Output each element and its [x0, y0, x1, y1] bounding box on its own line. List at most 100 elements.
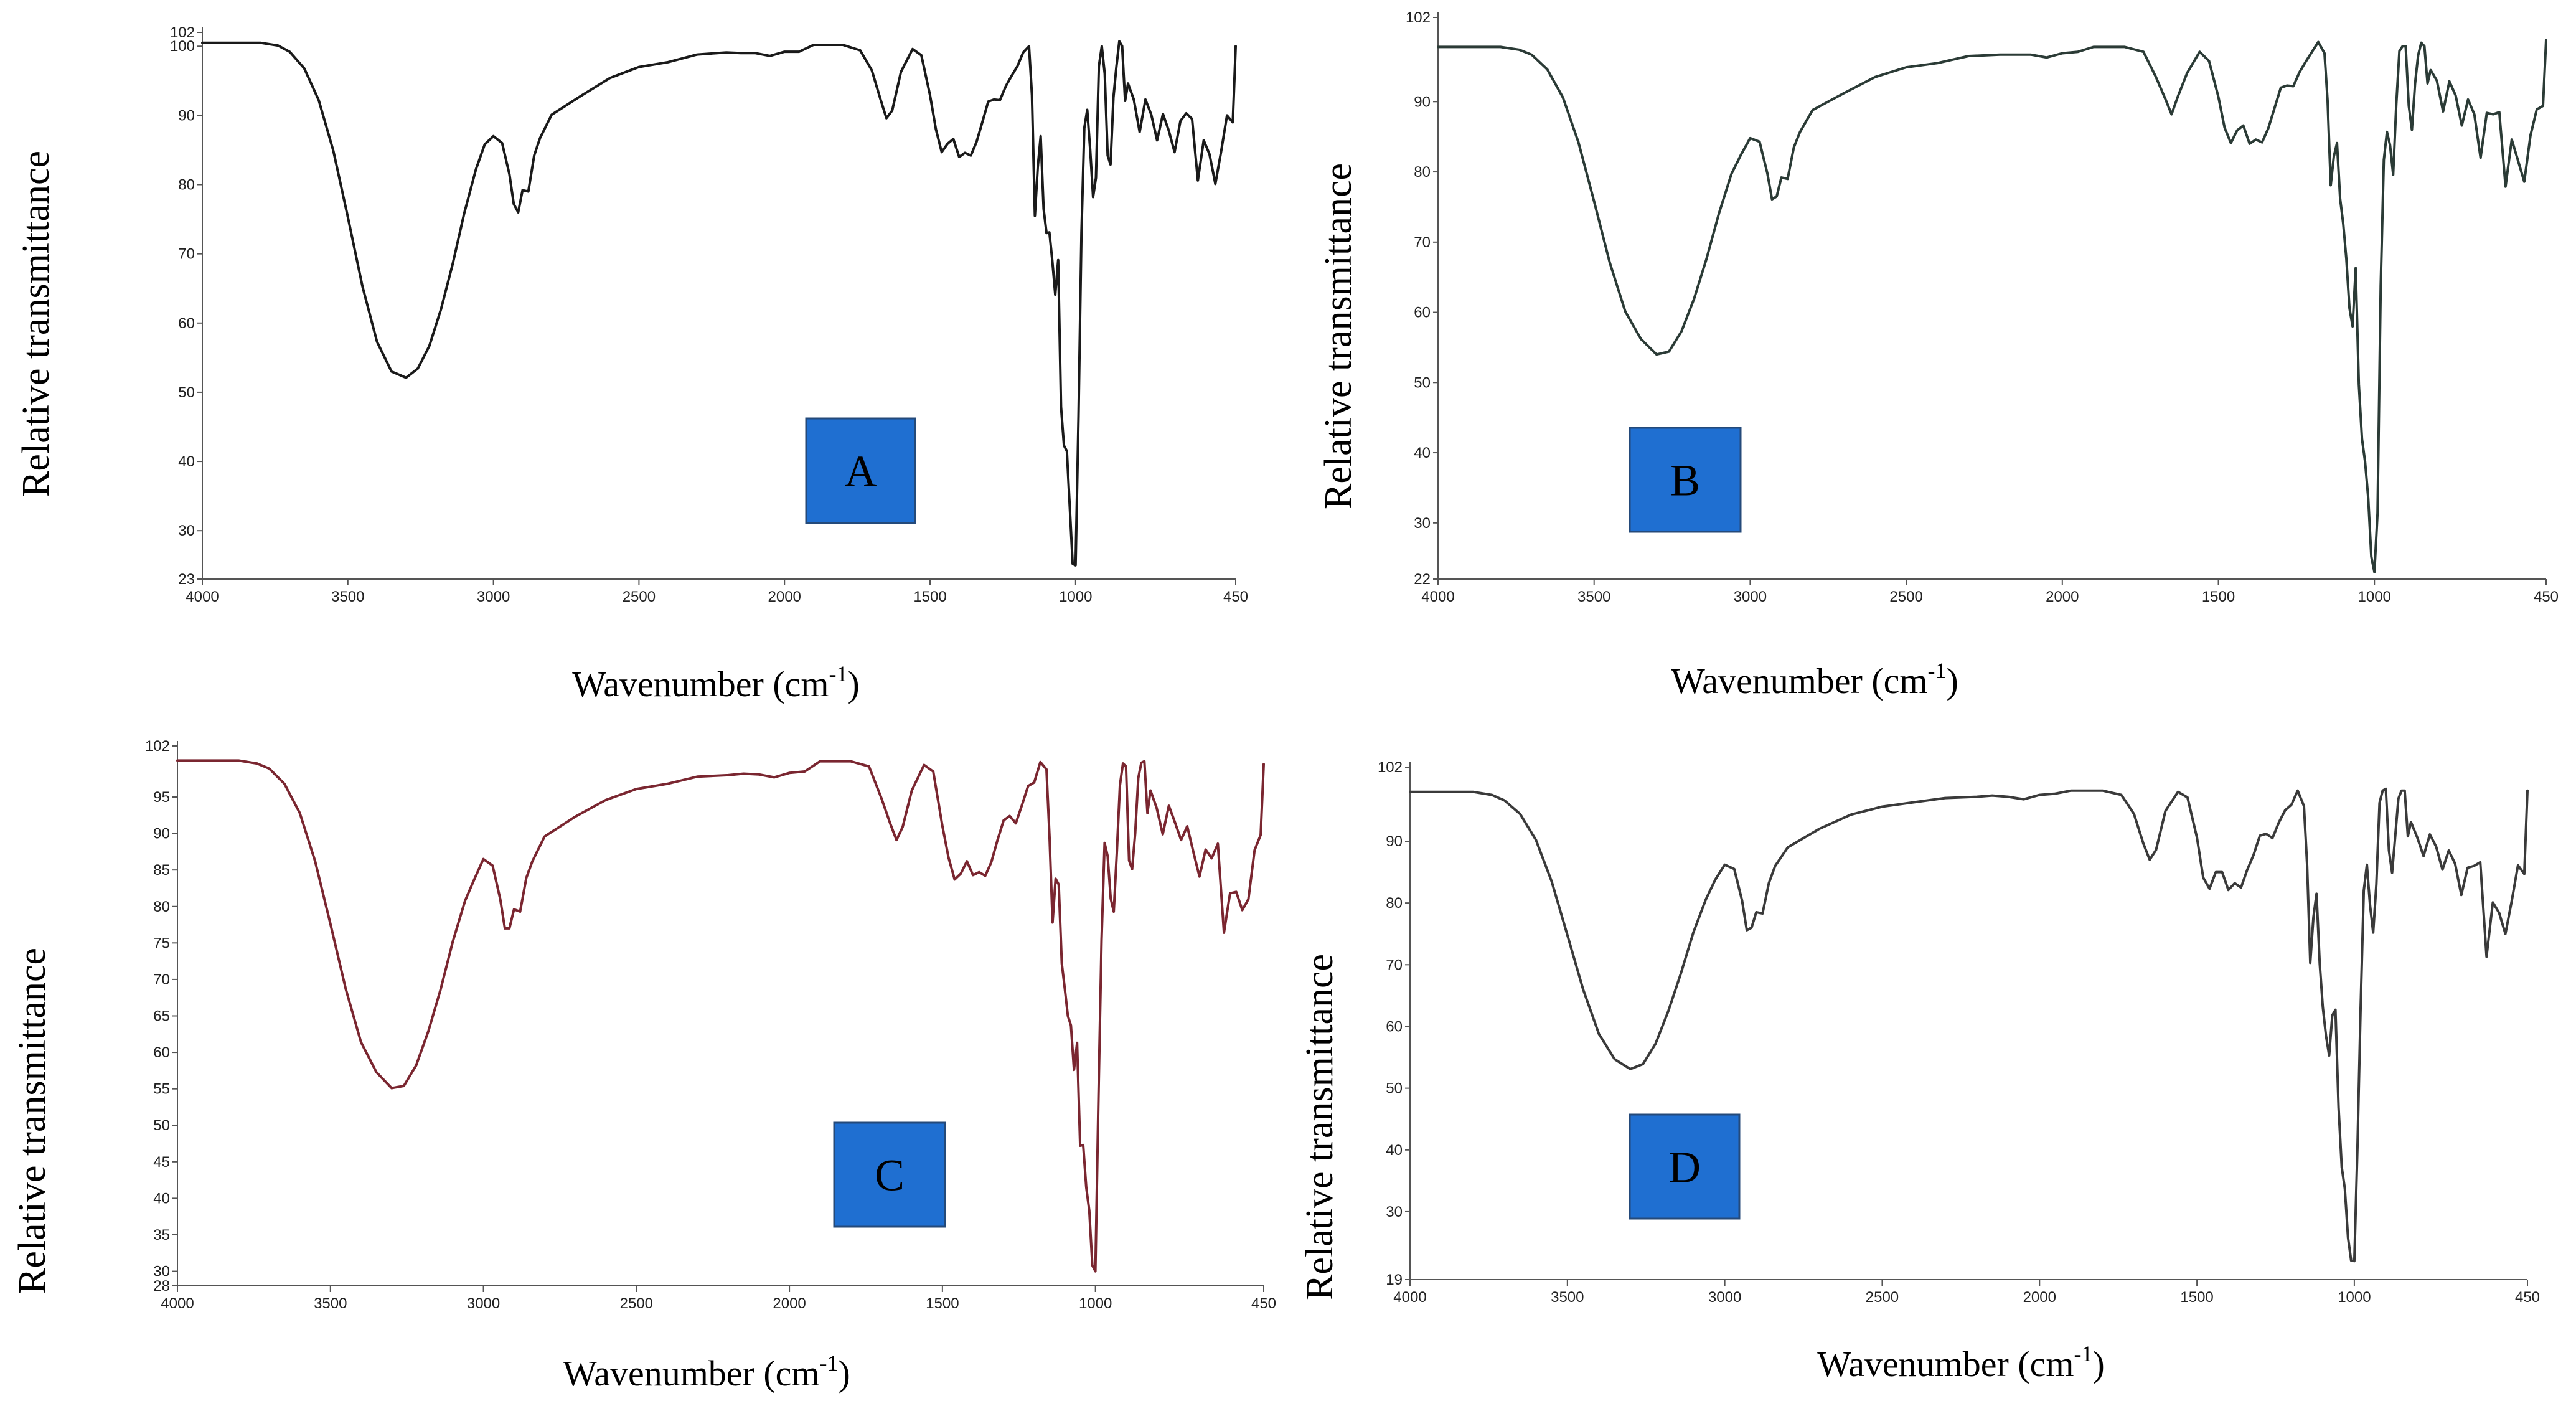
y-tick-label: 80	[153, 899, 170, 915]
y-tick-label: 30	[1414, 515, 1431, 532]
panel-label-box	[1629, 1113, 1741, 1220]
y-tick-label: 102	[170, 24, 195, 41]
x-tick-label: 1500	[2202, 588, 2235, 605]
panel-label-box	[1629, 427, 1742, 533]
y-tick-label: 90	[1386, 833, 1403, 850]
x-tick-label: 2500	[623, 588, 656, 605]
x-axis-label-close: )	[2093, 1344, 2105, 1384]
x-tick-label: 3000	[467, 1295, 500, 1312]
x-axis-label-close: )	[1947, 661, 1958, 701]
y-tick-label: 40	[1414, 445, 1431, 461]
x-tick-label: 450	[1223, 588, 1248, 605]
panel-b: 4000 3500 3000 2500 2000 1500 1000 450 22 30 40 50 6…	[1317, 9, 2559, 701]
x-tick-label: 2500	[620, 1295, 653, 1312]
y-tick-label: 80	[1386, 895, 1403, 912]
x-tick-label: 1500	[2180, 1289, 2213, 1306]
y-tick-label: 60	[1386, 1018, 1403, 1035]
y-tick-label: 40	[153, 1190, 170, 1207]
y-tick-label: 50	[178, 384, 195, 401]
y-tick-label: 90	[153, 826, 170, 842]
y-tick-label: 80	[1414, 164, 1431, 181]
x-tick-label: 4000	[186, 588, 219, 605]
panel-label: D	[1668, 1143, 1701, 1192]
y-tick-label: 50	[153, 1117, 170, 1134]
x-tick-label: 4000	[161, 1295, 194, 1312]
x-tick-label: 1000	[2338, 1289, 2371, 1306]
x-tick-label: 1500	[926, 1295, 959, 1312]
x-axis-label-sup: -1	[2074, 1341, 2093, 1366]
y-tick-label: 70	[178, 246, 195, 263]
y-tick-label: 65	[153, 1008, 170, 1025]
x-tick-label: 3500	[331, 588, 364, 605]
y-tick-label: 30	[153, 1263, 170, 1280]
panel-label: B	[1670, 456, 1700, 506]
y-tick-label: 102	[1406, 9, 1431, 26]
y-axis-label: Relative transmittance	[11, 948, 54, 1294]
y-axis-label: Relative transmittance	[1299, 954, 1341, 1300]
y-tick-label: 22	[1414, 571, 1431, 588]
y-tick-label: 50	[1414, 374, 1431, 391]
x-tick-label: 2500	[1889, 588, 1922, 605]
y-tick-label: 40	[178, 453, 195, 470]
y-axis-label: Relative transmittance	[1317, 163, 1360, 509]
x-axis-label-main: Wavenumber (cm	[563, 1353, 819, 1394]
x-axis-label: Wavenumber (cm-1)	[1671, 658, 1958, 701]
y-tick-label: 90	[178, 107, 195, 124]
x-axis-label-main: Wavenumber (cm	[572, 664, 829, 704]
y-axis-label: Relative transmittance	[15, 151, 57, 497]
x-tick-label: 2000	[773, 1295, 806, 1312]
x-tick-label: 4000	[1421, 588, 1454, 605]
x-tick-label: 2500	[1866, 1289, 1899, 1306]
x-axis-label: Wavenumber (cm-1)	[572, 661, 860, 704]
x-axis-label-sup: -1	[1928, 658, 1947, 683]
panel-a: 4000 3500 3000 2500 2000 1500 1000 450 23 30 40 50 6…	[15, 24, 1248, 704]
y-tick-label: 28	[153, 1278, 170, 1295]
y-tick-label: 90	[1414, 93, 1431, 110]
x-tick-label: 450	[1251, 1295, 1276, 1312]
y-tick-label: 50	[1386, 1080, 1403, 1097]
x-tick-label: 2000	[2046, 588, 2079, 605]
panel-label: C	[875, 1151, 905, 1201]
x-tick-label: 3500	[1551, 1289, 1584, 1306]
panel-label: A	[845, 446, 877, 496]
y-tick-label: 100	[170, 38, 195, 55]
x-axis-label-sup: -1	[829, 661, 848, 686]
x-axis-label: Wavenumber (cm-1)	[1817, 1341, 2105, 1384]
x-tick-label: 1000	[1079, 1295, 1112, 1312]
x-tick-label: 3500	[314, 1295, 347, 1312]
spectrum-line-d	[1409, 787, 2529, 1263]
y-tick-label: 60	[1414, 304, 1431, 321]
y-tick-label: 75	[153, 935, 170, 951]
x-tick-label: 1500	[913, 588, 946, 605]
y-tick-label: 102	[145, 738, 170, 755]
x-tick-label: 3500	[1577, 588, 1610, 605]
x-axis-label-close: )	[839, 1353, 850, 1394]
x-axis-label-close: )	[848, 664, 860, 704]
x-tick-label: 4000	[1393, 1289, 1426, 1306]
panel-d: 4000 3500 3000 2500 2000 1500 1000 450 19 30 40 50 6…	[1299, 759, 2540, 1384]
x-axis-label-main: Wavenumber (cm	[1671, 661, 1927, 701]
x-tick-label: 3000	[477, 588, 510, 605]
x-tick-label: 450	[2515, 1289, 2540, 1306]
y-tick-label: 55	[153, 1081, 170, 1098]
y-tick-label: 30	[1386, 1204, 1403, 1220]
panel-label-box	[805, 417, 916, 524]
y-tick-label: 80	[178, 177, 195, 194]
x-tick-label: 2000	[2023, 1289, 2056, 1306]
x-axis-label-main: Wavenumber (cm	[1817, 1344, 2074, 1384]
y-tick-label: 70	[1414, 234, 1431, 251]
x-tick-label: 3000	[1734, 588, 1767, 605]
y-tick-label: 30	[178, 522, 195, 539]
x-axis-label: Wavenumber (cm-1)	[563, 1351, 850, 1394]
y-tick-label: 60	[153, 1044, 170, 1061]
y-tick-label: 70	[153, 971, 170, 988]
y-tick-label: 40	[1386, 1142, 1403, 1159]
y-tick-label: 19	[1386, 1272, 1403, 1288]
y-tick-label: 23	[178, 571, 195, 588]
y-tick-label: 102	[1378, 759, 1403, 776]
y-tick-label: 95	[153, 789, 170, 806]
x-tick-label: 3000	[1708, 1289, 1741, 1306]
